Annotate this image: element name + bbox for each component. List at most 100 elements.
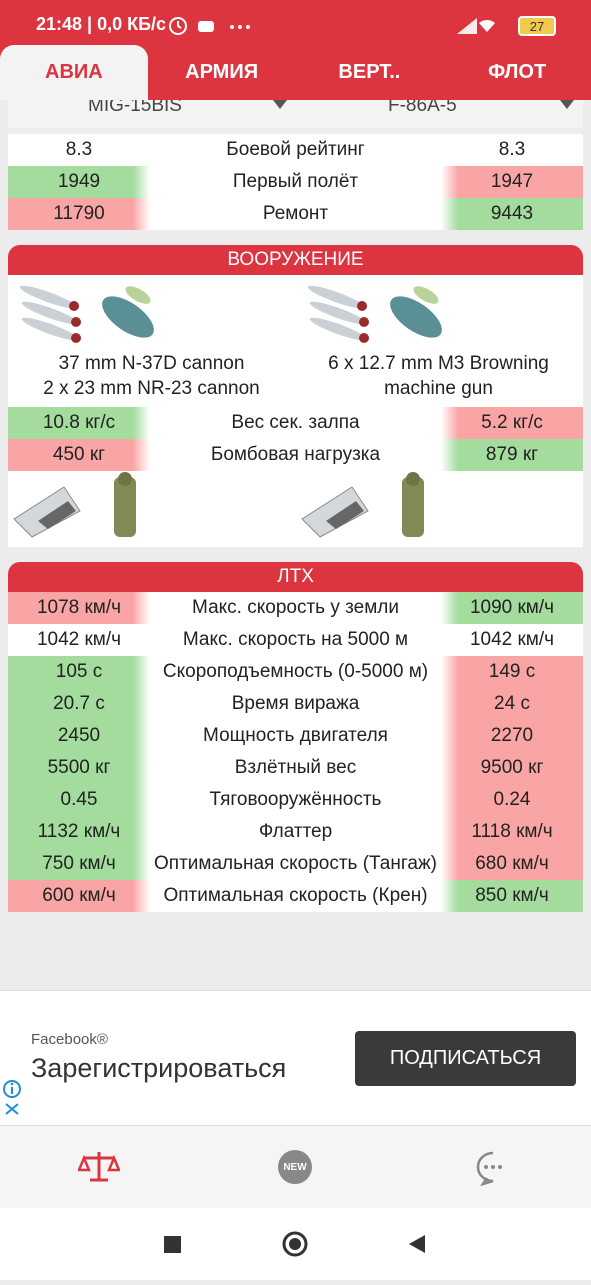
weapon-icons <box>19 285 154 343</box>
right-value: 1042 км/ч <box>441 624 583 656</box>
home-button-dot <box>289 1238 301 1250</box>
new-icon[interactable]: NEW <box>278 1150 312 1184</box>
right-value: 24 с <box>441 688 583 720</box>
stat-label: Бомбовая нагрузка <box>210 444 381 465</box>
status-bar: 21:48 | 0,0 КБ/с 27 <box>0 0 591 45</box>
weapons-right: 6 x 12.7 mm M3 Browning machine gun <box>295 351 582 407</box>
right-value: 1118 км/ч <box>441 816 583 848</box>
tab[interactable]: ВЕРТ.. <box>338 61 401 83</box>
weapons-left: 37 mm N-37D cannon 2 x 23 mm NR-23 cannon <box>8 351 295 407</box>
right-value: 879 кг <box>441 439 583 471</box>
performance-card: ЛТХ 1078 км/ч Макс. скорость у земли 1090 … <box>8 562 583 912</box>
tab[interactable]: ФЛОТ <box>488 61 547 83</box>
left-value: 11790 <box>8 198 150 230</box>
stat-row: 1078 км/ч Макс. скорость у земли 1090 км/ч <box>8 592 583 624</box>
left-value: 0.45 <box>8 784 150 816</box>
stat-label: Вес сек. залпа <box>231 412 360 433</box>
armament-rows: 10.8 кг/с Вес сек. залпа 5.2 кг/с 450 кг Бом… <box>8 407 583 471</box>
armor-icons <box>13 472 136 538</box>
stat-row: 600 км/ч Оптимальная скорость (Крен) 850 к… <box>8 880 583 912</box>
left-value: 1042 км/ч <box>8 624 150 656</box>
stat-row: 5500 кг Взлётный вес 9500 кг <box>8 752 583 784</box>
general-card: 8.3 Боевой рейтинг 8.3 1949 Первый полёт 1947… <box>8 134 583 230</box>
dropdown-caret <box>273 100 287 109</box>
back-button[interactable] <box>409 1235 425 1253</box>
vehicle-right[interactable]: F-86A-5 <box>388 95 457 116</box>
section-title: ЛТХ <box>8 562 583 592</box>
stat-row: 450 кг Бомбовая нагрузка 879 кг <box>8 439 583 471</box>
armor-images <box>8 471 583 547</box>
stat-label: Оптимальная скорость (Крен) <box>163 885 428 906</box>
stat-row: 1132 км/ч Флаттер 1118 км/ч <box>8 816 583 848</box>
ad-headline[interactable]: Зарегистрироваться <box>31 1053 287 1083</box>
status-icons <box>169 17 250 35</box>
right-value: 850 км/ч <box>441 880 583 912</box>
stat-row: 2450 Мощность двигателя 2270 <box>8 720 583 752</box>
left-value: 1078 км/ч <box>8 592 150 624</box>
stat-label: Ремонт <box>262 203 329 224</box>
compare-icon[interactable] <box>78 1148 120 1186</box>
stat-row: 105 с Скороподъемность (0-5000 м) 149 с <box>8 656 583 688</box>
right-value: 680 км/ч <box>441 848 583 880</box>
right-value: 9500 кг <box>441 752 583 784</box>
stat-row: 10.8 кг/с Вес сек. залпа 5.2 кг/с <box>8 407 583 439</box>
stat-row: 11790 Ремонт 9443 <box>8 198 583 230</box>
dropdown-caret <box>560 100 574 109</box>
stat-row: 750 км/ч Оптимальная скорость (Тангаж) 680… <box>8 848 583 880</box>
left-value: 5500 кг <box>8 752 150 784</box>
left-value: 105 с <box>8 656 150 688</box>
left-value: 2450 <box>8 720 150 752</box>
home-button[interactable] <box>282 1231 308 1257</box>
ad-info-icons[interactable] <box>2 1079 24 1115</box>
stat-label: Мощность двигателя <box>203 725 388 746</box>
stat-label: Первый полёт <box>232 171 359 192</box>
stat-label: Флаттер <box>258 821 333 842</box>
stat-row: 8.3 Боевой рейтинг 8.3 <box>8 134 583 166</box>
system-nav <box>0 1208 591 1280</box>
stat-row: 1949 Первый полёт 1947 <box>8 166 583 198</box>
armament-card: ВООРУЖЕНИЕ 37 mm N-37D cannon 2 x 23 mm N… <box>8 245 583 547</box>
left-value: 1132 км/ч <box>8 816 150 848</box>
tab[interactable]: АРМИЯ <box>185 61 259 83</box>
right-value: 5.2 кг/с <box>441 407 583 439</box>
ad-brand: Facebook® <box>31 1031 108 1048</box>
right-value: 8.3 <box>441 134 583 166</box>
stat-label: Скороподъемность (0-5000 м) <box>162 661 429 682</box>
stat-row: 20.7 с Время виража 24 с <box>8 688 583 720</box>
left-value: 600 км/ч <box>8 880 150 912</box>
left-value: 450 кг <box>8 439 150 471</box>
weapon-images <box>8 275 583 351</box>
recents-button[interactable] <box>164 1236 181 1253</box>
left-value: 750 км/ч <box>8 848 150 880</box>
left-value: 1949 <box>8 166 150 198</box>
weapons: 37 mm N-37D cannon 2 x 23 mm NR-23 cannon… <box>8 351 583 407</box>
stat-label: Время виража <box>231 693 360 714</box>
weapon-icons <box>307 285 442 343</box>
bottom-nav: NEW <box>0 1125 591 1209</box>
stat-row: 1042 км/ч Макс. скорость на 5000 м 1042 км… <box>8 624 583 656</box>
right-value: 149 с <box>441 656 583 688</box>
stat-label: Тяговооружённость <box>209 789 382 810</box>
stat-label: Боевой рейтинг <box>226 139 365 160</box>
stat-row: 0.45 Тяговооружённость 0.24 <box>8 784 583 816</box>
right-value: 9443 <box>441 198 583 230</box>
chat-icon[interactable] <box>475 1150 511 1186</box>
stat-label: Макс. скорость на 5000 м <box>182 629 409 650</box>
ad-banner: Facebook® Зарегистрироваться ПОДПИСАТЬСЯ <box>0 990 591 1125</box>
left-value: 10.8 кг/с <box>8 407 150 439</box>
weapon-name: 6 x 12.7 mm M3 Browning machine gun <box>328 353 549 399</box>
right-value: 0.24 <box>441 784 583 816</box>
weapon-name: 37 mm N-37D cannon <box>58 353 245 374</box>
armor-icons <box>301 472 424 538</box>
left-value: 20.7 с <box>8 688 150 720</box>
tab[interactable]: АВИА <box>0 45 148 100</box>
vehicle-left[interactable]: MIG-15BIS <box>88 95 182 116</box>
stat-label: Макс. скорость у земли <box>192 597 399 618</box>
battery: 27 <box>518 16 556 36</box>
ad-button[interactable]: ПОДПИСАТЬСЯ <box>355 1031 576 1086</box>
tab-bar: АВИА АРМИЯ ВЕРТ.. ФЛОТ <box>0 45 591 100</box>
system-buttons <box>164 1231 425 1257</box>
right-value: 1090 км/ч <box>441 592 583 624</box>
section-title: ВООРУЖЕНИЕ <box>8 245 583 275</box>
